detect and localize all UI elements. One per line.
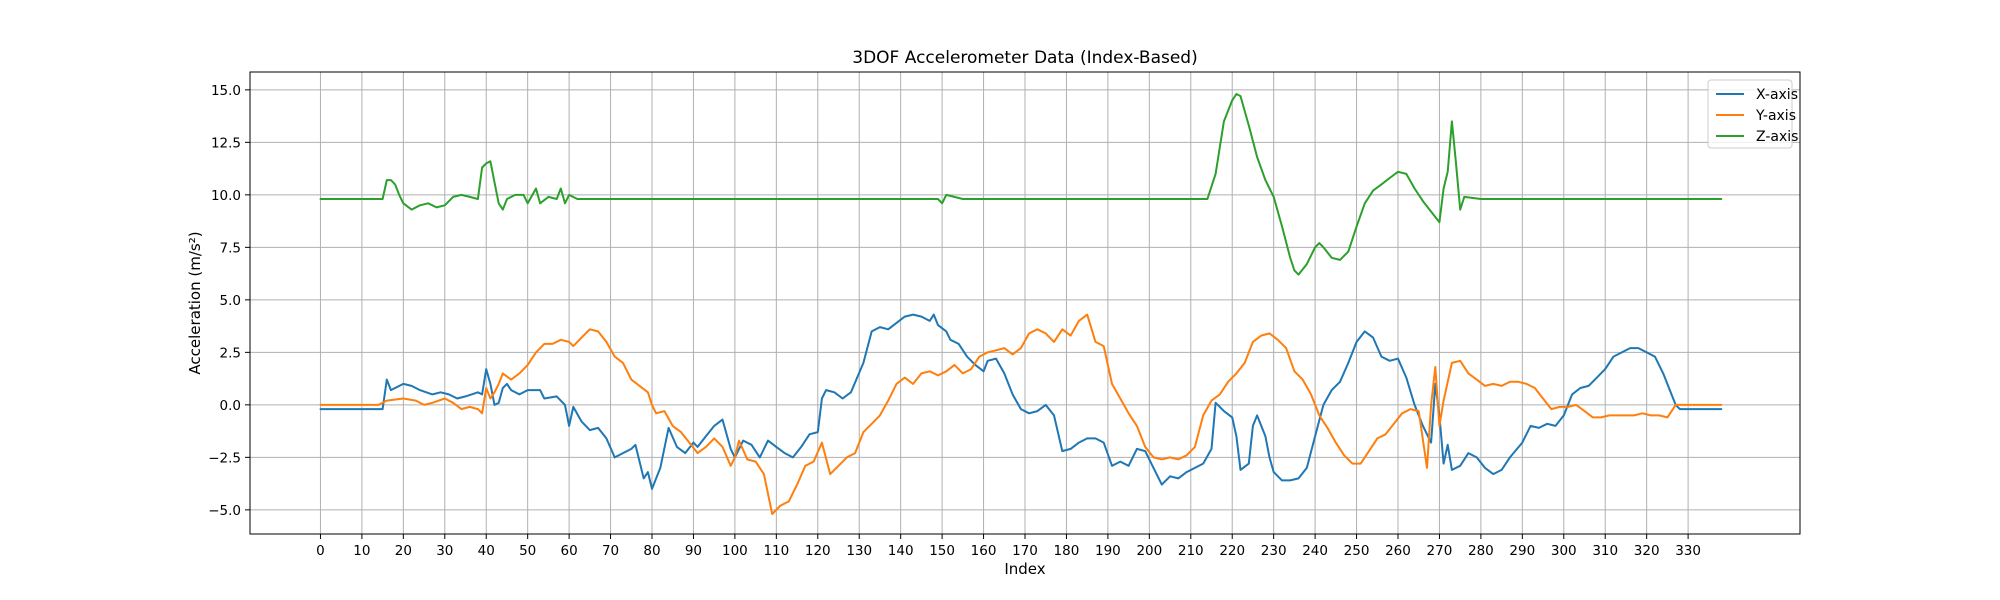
y-tick-label: 15.0 — [211, 83, 241, 99]
x-tick-label: 200 — [1136, 543, 1162, 559]
x-tick-label: 310 — [1592, 543, 1618, 559]
x-tick-label: 240 — [1302, 543, 1328, 559]
x-tick-label: 20 — [395, 543, 412, 559]
x-tick-label: 160 — [971, 543, 997, 559]
x-axis-ticks: 0 10 20 30 40 50 60 70 80 90 100 110 120 130 140 150 160… — [316, 534, 1701, 559]
legend-label-z-axis: Z-axis — [1756, 129, 1798, 145]
series-line-z-axis — [319, 93, 1723, 276]
x-tick-label: 140 — [888, 543, 914, 559]
series-layer — [319, 93, 1723, 515]
x-tick-label: 80 — [643, 543, 660, 559]
series-line-x-axis — [319, 313, 1723, 490]
legend-label-x-axis: X-axis — [1756, 87, 1798, 103]
x-tick-label: 50 — [519, 543, 536, 559]
x-tick-label: 190 — [1095, 543, 1121, 559]
y-tick-label: 2.5 — [220, 345, 241, 361]
legend-label-y-axis: Y-axis — [1755, 108, 1796, 124]
legend-box — [1707, 79, 1793, 149]
y-tick-label: 5.0 — [220, 293, 241, 309]
x-tick-label: 0 — [316, 543, 325, 559]
grid-lines — [250, 72, 1800, 534]
series-line-y-axis — [319, 313, 1723, 515]
y-axis-label: Acceleration (m/s²) — [186, 231, 204, 374]
x-tick-label: 170 — [1012, 543, 1038, 559]
y-tick-label: 12.5 — [211, 135, 241, 151]
x-tick-label: 270 — [1427, 543, 1453, 559]
x-tick-label: 290 — [1509, 543, 1535, 559]
y-tick-label: −2.5 — [208, 450, 241, 466]
x-tick-label: 220 — [1219, 543, 1245, 559]
x-tick-label: 110 — [763, 543, 789, 559]
x-tick-label: 210 — [1178, 543, 1204, 559]
x-tick-label: 60 — [561, 543, 578, 559]
x-tick-label: 10 — [353, 543, 370, 559]
x-tick-label: 250 — [1344, 543, 1370, 559]
y-tick-label: 7.5 — [220, 240, 241, 256]
x-tick-label: 150 — [929, 543, 955, 559]
x-axis-label: Index — [1004, 560, 1045, 578]
x-tick-label: 90 — [685, 543, 702, 559]
x-tick-label: 120 — [805, 543, 831, 559]
x-tick-label: 230 — [1261, 543, 1287, 559]
x-tick-label: 100 — [722, 543, 748, 559]
x-tick-label: 40 — [478, 543, 495, 559]
y-tick-label: −5.0 — [208, 503, 241, 519]
x-tick-label: 280 — [1468, 543, 1494, 559]
x-tick-label: 180 — [1054, 543, 1080, 559]
chart-title: 3DOF Accelerometer Data (Index-Based) — [852, 48, 1197, 68]
x-tick-label: 300 — [1551, 543, 1577, 559]
x-tick-label: 70 — [602, 543, 619, 559]
x-tick-label: 130 — [846, 543, 872, 559]
y-tick-label: 10.0 — [211, 188, 241, 204]
legend: X-axis Y-axis Z-axis — [1707, 79, 1798, 149]
x-tick-label: 330 — [1675, 543, 1701, 559]
x-tick-label: 320 — [1634, 543, 1660, 559]
y-axis-ticks: −5.0 −2.5 0.0 2.5 5.0 7.5 10.0 12.5 15.0 — [208, 83, 250, 519]
x-tick-label: 260 — [1385, 543, 1411, 559]
y-tick-label: 0.0 — [220, 398, 241, 414]
x-tick-label: 30 — [436, 543, 453, 559]
